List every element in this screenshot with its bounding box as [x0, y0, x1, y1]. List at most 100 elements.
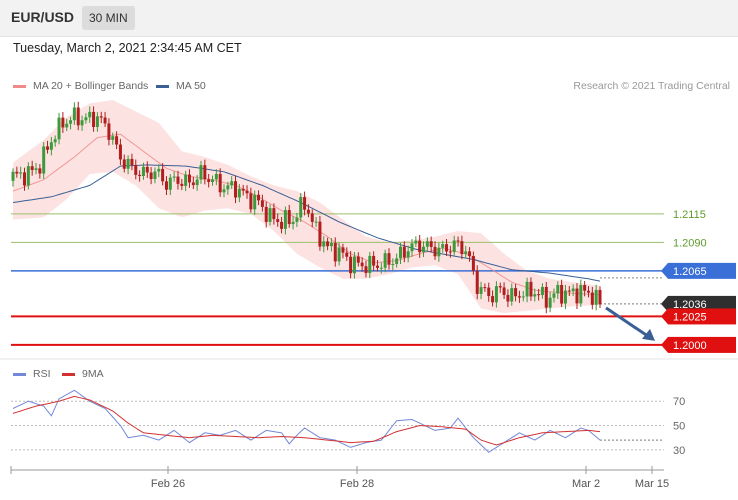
candle-body	[69, 120, 73, 124]
candle-body	[19, 172, 23, 174]
candle-body	[72, 107, 76, 121]
candle-body	[318, 221, 322, 247]
candle-body	[153, 171, 157, 180]
candle-body	[387, 253, 391, 265]
candle-body	[26, 166, 30, 186]
candle-body	[418, 240, 422, 253]
candle-body	[364, 266, 368, 273]
candle-body	[533, 294, 537, 297]
candle-body	[406, 251, 410, 258]
candle-body	[422, 246, 426, 253]
candle-body	[172, 176, 176, 178]
candle-body	[445, 244, 449, 252]
candle-body	[115, 136, 119, 145]
candle-body	[38, 168, 42, 174]
candle-body	[23, 172, 27, 186]
candle-body	[30, 166, 34, 171]
candle-body	[203, 165, 207, 180]
candle-body	[395, 258, 399, 264]
candle-body	[402, 246, 406, 258]
ma50-swatch-icon	[156, 84, 169, 88]
candle-body	[111, 136, 115, 140]
candle-body	[460, 241, 464, 255]
candle-body	[360, 262, 364, 267]
candle-body	[525, 281, 529, 297]
rsi-tick-label: 70	[673, 396, 685, 408]
candle-body	[544, 286, 548, 308]
level-1-2065: 1.2065	[11, 262, 736, 279]
candle-body	[141, 166, 145, 177]
candle-body	[88, 111, 92, 118]
candle-body	[433, 246, 437, 257]
candle-body	[299, 197, 303, 218]
candle-body	[375, 265, 379, 268]
chart-datetime: Tuesday, March 2, 2021 2:34:45 AM CET	[13, 41, 242, 55]
candle-body	[99, 116, 103, 118]
x-tick-label: Feb 26	[151, 478, 185, 490]
ma20-swatch-icon	[13, 84, 26, 88]
last-price-tag	[668, 295, 736, 312]
candle-body	[53, 139, 57, 143]
candle-body	[548, 297, 552, 308]
candle-body	[379, 267, 383, 269]
candle-body	[441, 244, 445, 248]
candle-body	[272, 208, 276, 220]
credit-label: Research © 2021 Trading Central	[573, 80, 730, 92]
candle-body	[521, 296, 525, 298]
candle-body	[195, 179, 199, 186]
ma20-line	[12, 133, 601, 296]
candle-body	[464, 251, 468, 255]
candle-body	[303, 197, 307, 210]
candle-body	[425, 241, 429, 247]
candle-body	[352, 256, 356, 274]
candle-body	[345, 252, 349, 257]
candle-body	[479, 287, 483, 294]
candle-body	[237, 188, 241, 198]
candle-body	[134, 165, 138, 175]
candle-body	[95, 116, 99, 127]
target-label: 1.2090	[673, 237, 707, 249]
candle-body	[180, 183, 184, 186]
candle-body	[145, 166, 149, 173]
candle-body	[253, 194, 257, 210]
candle-body	[398, 246, 402, 259]
candle-body	[552, 293, 556, 298]
candle-body	[540, 286, 544, 296]
candle-body	[211, 179, 215, 182]
candle-body	[276, 219, 280, 222]
legend-ma50-label: MA 50	[176, 80, 206, 92]
candle-body	[391, 263, 395, 265]
candle-body	[383, 253, 387, 268]
candle-body	[249, 193, 253, 210]
candle-body	[583, 285, 587, 291]
candle-body	[130, 158, 134, 166]
candle-body	[268, 208, 272, 222]
candle-body	[560, 284, 564, 304]
level-1-2025: 1.2025	[11, 308, 736, 325]
candle-body	[594, 289, 598, 305]
target-label: 1.2115	[673, 209, 706, 221]
candle-body	[475, 270, 479, 294]
timeframe-button[interactable]: 30 MIN	[82, 6, 135, 30]
candle-body	[138, 174, 142, 177]
candle-body	[118, 144, 122, 160]
candle-body	[187, 174, 191, 183]
candle-body	[306, 209, 310, 214]
candle-body	[322, 241, 326, 247]
candle-body	[494, 286, 498, 303]
candle-body	[452, 240, 456, 253]
candle-body	[260, 200, 264, 207]
projection-arrow-shaft	[605, 306, 650, 339]
rsi-tick-label: 30	[673, 445, 685, 457]
ma9-swatch-icon	[62, 372, 75, 376]
candle-body	[556, 284, 560, 294]
support-label: 1.2025	[673, 311, 707, 323]
candle-body	[122, 159, 126, 169]
resistance-tag-tip	[661, 262, 668, 279]
candle-body	[487, 287, 491, 297]
candle-body	[42, 146, 46, 174]
x-tick-label: Mar 15	[635, 478, 669, 490]
chart-header: EUR/USD 30 MIN	[0, 0, 738, 37]
level-1-2090: 1.2090	[11, 237, 707, 249]
candle-body	[161, 168, 165, 182]
